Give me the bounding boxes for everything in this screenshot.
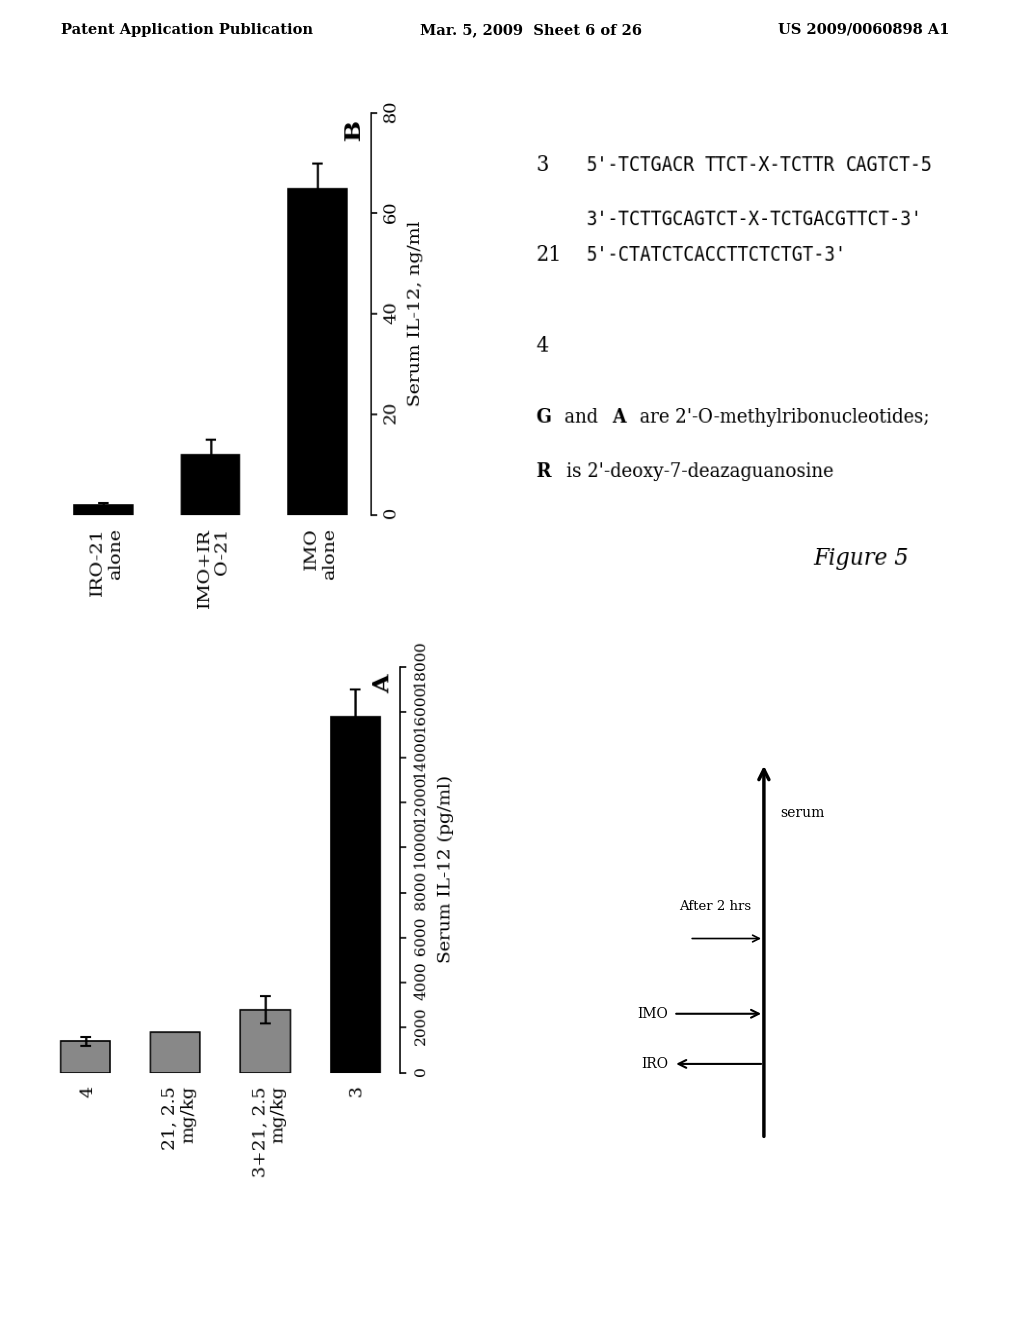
Text: 5'-TCTGACR: 5'-TCTGACR: [526, 293, 539, 367]
Text: 4: 4: [613, 630, 626, 638]
Text: 3: 3: [526, 630, 539, 638]
Text: IMO: IMO: [637, 1007, 668, 1020]
Text: 21: 21: [572, 626, 585, 642]
Text: Mar. 5, 2009  Sheet 6 of 26: Mar. 5, 2009 Sheet 6 of 26: [420, 22, 642, 37]
Text: After 2 hrs: After 2 hrs: [679, 900, 751, 913]
Text: Patent Application Publication: Patent Application Publication: [61, 22, 313, 37]
Text: IRO: IRO: [641, 1057, 668, 1071]
Text: serum: serum: [780, 807, 824, 820]
Text: US 2009/0060898 A1: US 2009/0060898 A1: [778, 22, 949, 37]
